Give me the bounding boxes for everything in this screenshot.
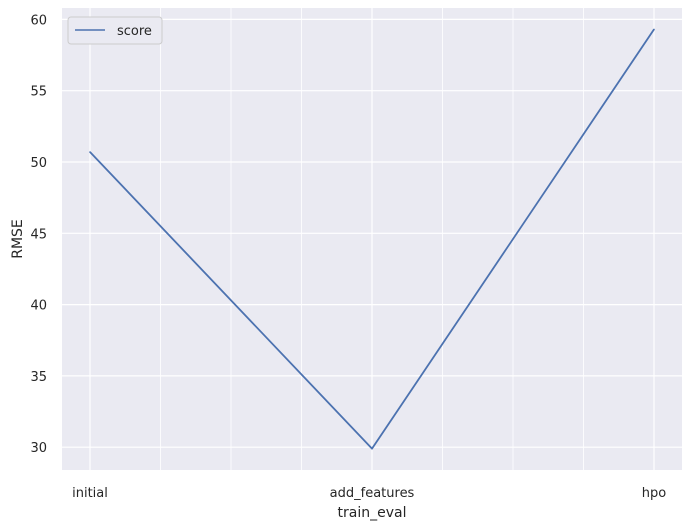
y-tick-label: 50 xyxy=(30,156,47,171)
x-tick-label: initial xyxy=(72,486,108,501)
legend-box xyxy=(67,16,163,45)
y-axis-label: RMSE xyxy=(10,219,26,259)
y-tick-label: 30 xyxy=(30,441,47,456)
y-tick-label: 35 xyxy=(30,370,47,385)
x-tick-label: hpo xyxy=(642,486,666,501)
y-tick-labels: 30 35 40 45 50 55 60 xyxy=(30,13,47,456)
series-lines xyxy=(89,28,655,450)
y-tick-label: 55 xyxy=(30,85,47,100)
data-point xyxy=(653,28,655,31)
x-tick-label: add_features xyxy=(330,486,415,501)
data-point xyxy=(89,151,91,153)
x-axis-label: train_eval xyxy=(338,505,407,521)
x-tick-labels: initial add_features hpo xyxy=(72,486,666,501)
y-tick-label: 40 xyxy=(30,299,47,314)
legend: score xyxy=(67,16,163,45)
y-tick-label: 45 xyxy=(30,227,47,242)
y-tick-label: 60 xyxy=(30,13,47,28)
grid xyxy=(62,8,682,470)
legend-label-score: score xyxy=(117,24,152,39)
data-point xyxy=(371,447,373,450)
